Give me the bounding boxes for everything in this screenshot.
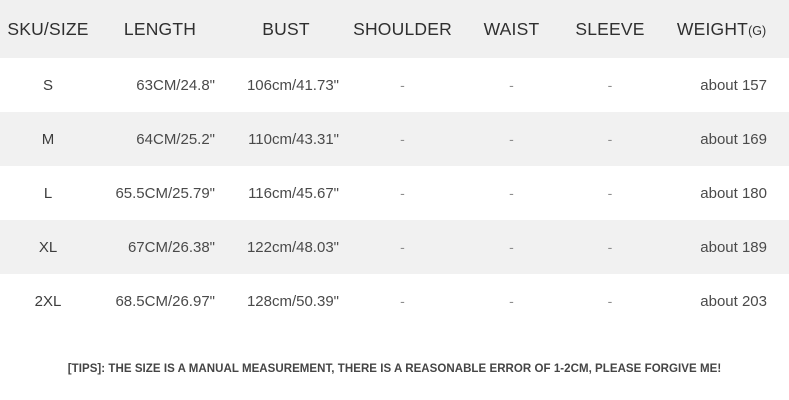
cell-sku-size: M — [41, 130, 55, 148]
cell-length: 68.5CM/26.97" — [115, 292, 215, 310]
column-header-sleeve: SLEEVE — [566, 0, 654, 58]
cell-waist: - — [509, 185, 514, 201]
column-header-waist: WAIST — [457, 0, 566, 58]
cell-length: 64CM/25.2" — [136, 130, 215, 148]
column-header-weight-unit: (G) — [748, 23, 767, 38]
cell-waist: - — [509, 77, 514, 93]
cell-sku-size: 2XL — [34, 292, 62, 310]
column-header-weight-label: WEIGHT — [676, 18, 749, 39]
cell-waist: - — [509, 131, 514, 147]
column-header-weight: WEIGHT(G) — [654, 0, 789, 58]
cell-length: 65.5CM/25.79" — [115, 184, 215, 202]
column-header-bust: BUST — [224, 0, 348, 58]
table-header-row: SKU/SIZE LENGTH BUST SHOULDER WAIST SLEE… — [0, 0, 789, 58]
cell-waist: - — [509, 293, 514, 309]
column-header-bust-label: BUST — [262, 18, 310, 39]
cell-shoulder: - — [400, 293, 405, 309]
table-header: SKU/SIZE LENGTH BUST SHOULDER WAIST SLEE… — [0, 0, 789, 58]
column-header-waist-label: WAIST — [483, 18, 540, 39]
column-header-sku-size: SKU/SIZE — [0, 0, 96, 58]
cell-bust: 116cm/45.67" — [248, 184, 339, 202]
cell-waist: - — [509, 239, 514, 255]
cell-shoulder: - — [400, 131, 405, 147]
column-header-length-label: LENGTH — [123, 18, 197, 39]
cell-bust: 110cm/43.31" — [248, 130, 339, 148]
cell-sku-size: S — [42, 76, 53, 94]
cell-weight: about 169 — [700, 130, 767, 148]
column-header-shoulder: SHOULDER — [348, 0, 457, 58]
table-row: 2XL 68.5CM/26.97" 128cm/50.39" - - - abo… — [0, 274, 789, 328]
column-header-sleeve-label: SLEEVE — [575, 18, 645, 39]
cell-weight: about 189 — [700, 238, 767, 256]
cell-bust: 128cm/50.39" — [246, 292, 339, 310]
table-row: S 63CM/24.8" 106cm/41.73" - - - about 15… — [0, 58, 789, 112]
column-header-length: LENGTH — [96, 0, 224, 58]
cell-bust: 122cm/48.03" — [246, 238, 339, 256]
size-table: SKU/SIZE LENGTH BUST SHOULDER WAIST SLEE… — [0, 0, 789, 328]
cell-sleeve: - — [607, 131, 613, 147]
cell-weight: about 203 — [700, 292, 767, 310]
cell-sleeve: - — [607, 239, 613, 255]
cell-sleeve: - — [607, 77, 613, 93]
cell-sleeve: - — [607, 185, 613, 201]
table-row: XL 67CM/26.38" 122cm/48.03" - - - about … — [0, 220, 789, 274]
table-row: M 64CM/25.2" 110cm/43.31" - - - about 16… — [0, 112, 789, 166]
cell-bust: 106cm/41.73" — [246, 76, 339, 94]
cell-length: 67CM/26.38" — [127, 238, 215, 256]
cell-shoulder: - — [400, 77, 405, 93]
cell-sku-size: L — [43, 184, 53, 202]
table-body: S 63CM/24.8" 106cm/41.73" - - - about 15… — [0, 58, 789, 328]
cell-weight: about 180 — [700, 184, 767, 202]
tips-bar: [TIPS]: THE SIZE IS A MANUAL MEASUREMENT… — [0, 328, 789, 377]
table-row: L 65.5CM/25.79" 116cm/45.67" - - - about… — [0, 166, 789, 220]
cell-weight: about 157 — [700, 76, 767, 94]
column-header-shoulder-label: SHOULDER — [353, 18, 452, 39]
tips-text: [TIPS]: THE SIZE IS A MANUAL MEASUREMENT… — [67, 363, 722, 375]
cell-sleeve: - — [607, 293, 613, 309]
cell-shoulder: - — [400, 239, 405, 255]
cell-shoulder: - — [400, 185, 405, 201]
column-header-sku-size-label: SKU/SIZE — [7, 18, 89, 39]
cell-length: 63CM/24.8" — [136, 76, 215, 94]
cell-sku-size: XL — [38, 238, 58, 256]
